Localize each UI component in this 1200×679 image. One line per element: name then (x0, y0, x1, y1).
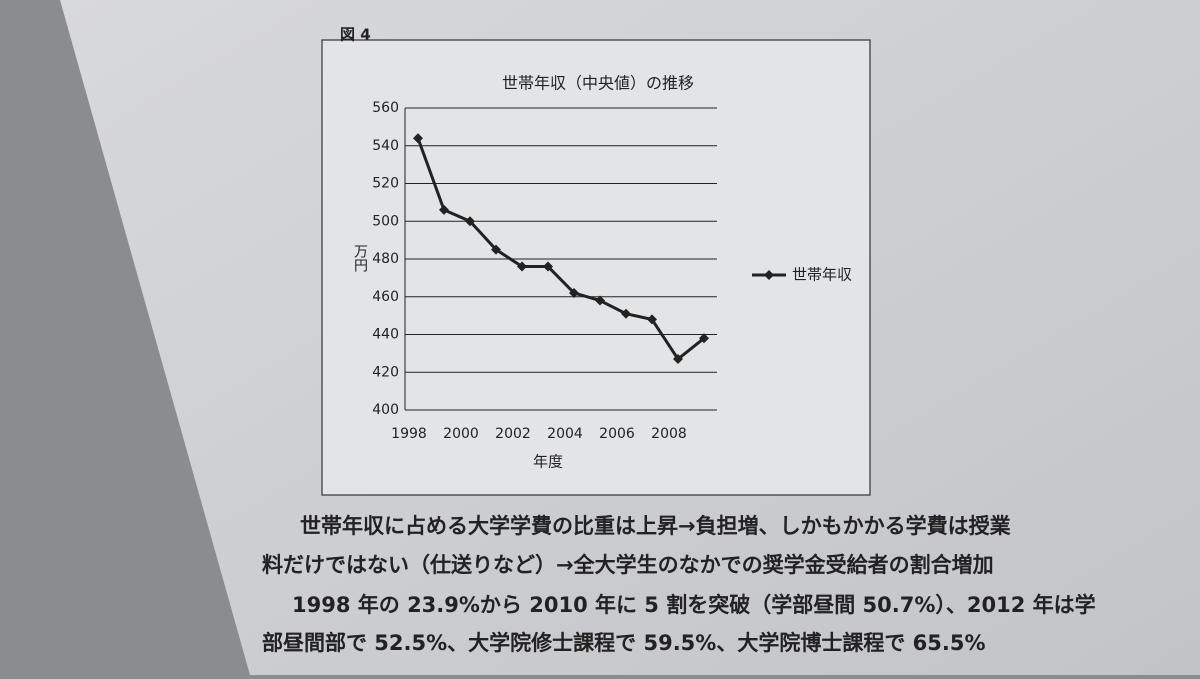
marker (491, 244, 501, 255)
x-tick-label: 2000 (443, 426, 479, 442)
line (416, 137, 705, 362)
paragraph-line: 1998 年の 23.9%から 2010 年に 5 割を突破（学部昼間 50.7… (292, 593, 1096, 617)
x-axis-label: 年度 (533, 453, 563, 471)
marker (647, 314, 657, 325)
legend-label: 世帯年収 (792, 266, 852, 284)
marker (465, 216, 475, 227)
y-tick-label: 440 (372, 327, 399, 343)
marker (595, 295, 605, 306)
x-tick-label: 2006 (599, 426, 635, 442)
marker (699, 333, 709, 344)
y-tick-label: 500 (372, 213, 399, 229)
marker (569, 287, 579, 298)
x-tick-label: 2008 (651, 426, 687, 442)
x-tick-label: 2002 (495, 426, 531, 442)
marker (543, 261, 553, 272)
marker (517, 261, 527, 272)
marker (621, 308, 631, 319)
y-tick-label: 460 (372, 289, 399, 305)
y-axis-label: 万円 (352, 244, 368, 273)
marker (673, 354, 683, 365)
chart-title: 世帯年収（中央値）の推移 (502, 74, 694, 93)
paragraph-line: 部昼間部で 52.5%、大学院修士課程で 59.5%、大学院博士課程で 65.5… (262, 631, 986, 655)
y-tick-label: 480 (372, 251, 399, 267)
y-tick-label: 420 (372, 364, 399, 380)
paragraph-line: 料だけではない（仕送りなど）→全大学生のなかでの奨学金受給者の割合増加 (262, 553, 994, 577)
figure-label: 図 4 (340, 26, 371, 44)
x-tick-label: 1998 (391, 426, 427, 442)
y-tick-label: 400 (372, 402, 399, 418)
chart-frame (321, 39, 871, 496)
y-tick-label: 560 (372, 100, 399, 116)
marker (439, 204, 449, 215)
y-tick-label: 540 (372, 138, 399, 154)
legend-marker (764, 270, 774, 280)
x-tick-label: 2004 (547, 426, 583, 442)
y-tick-label: 520 (372, 176, 399, 192)
marker (413, 133, 423, 144)
paragraph-line: 世帯年収に占める大学学費の比重は上昇→負担増、しかもかかる学費は授業 (300, 514, 1012, 538)
